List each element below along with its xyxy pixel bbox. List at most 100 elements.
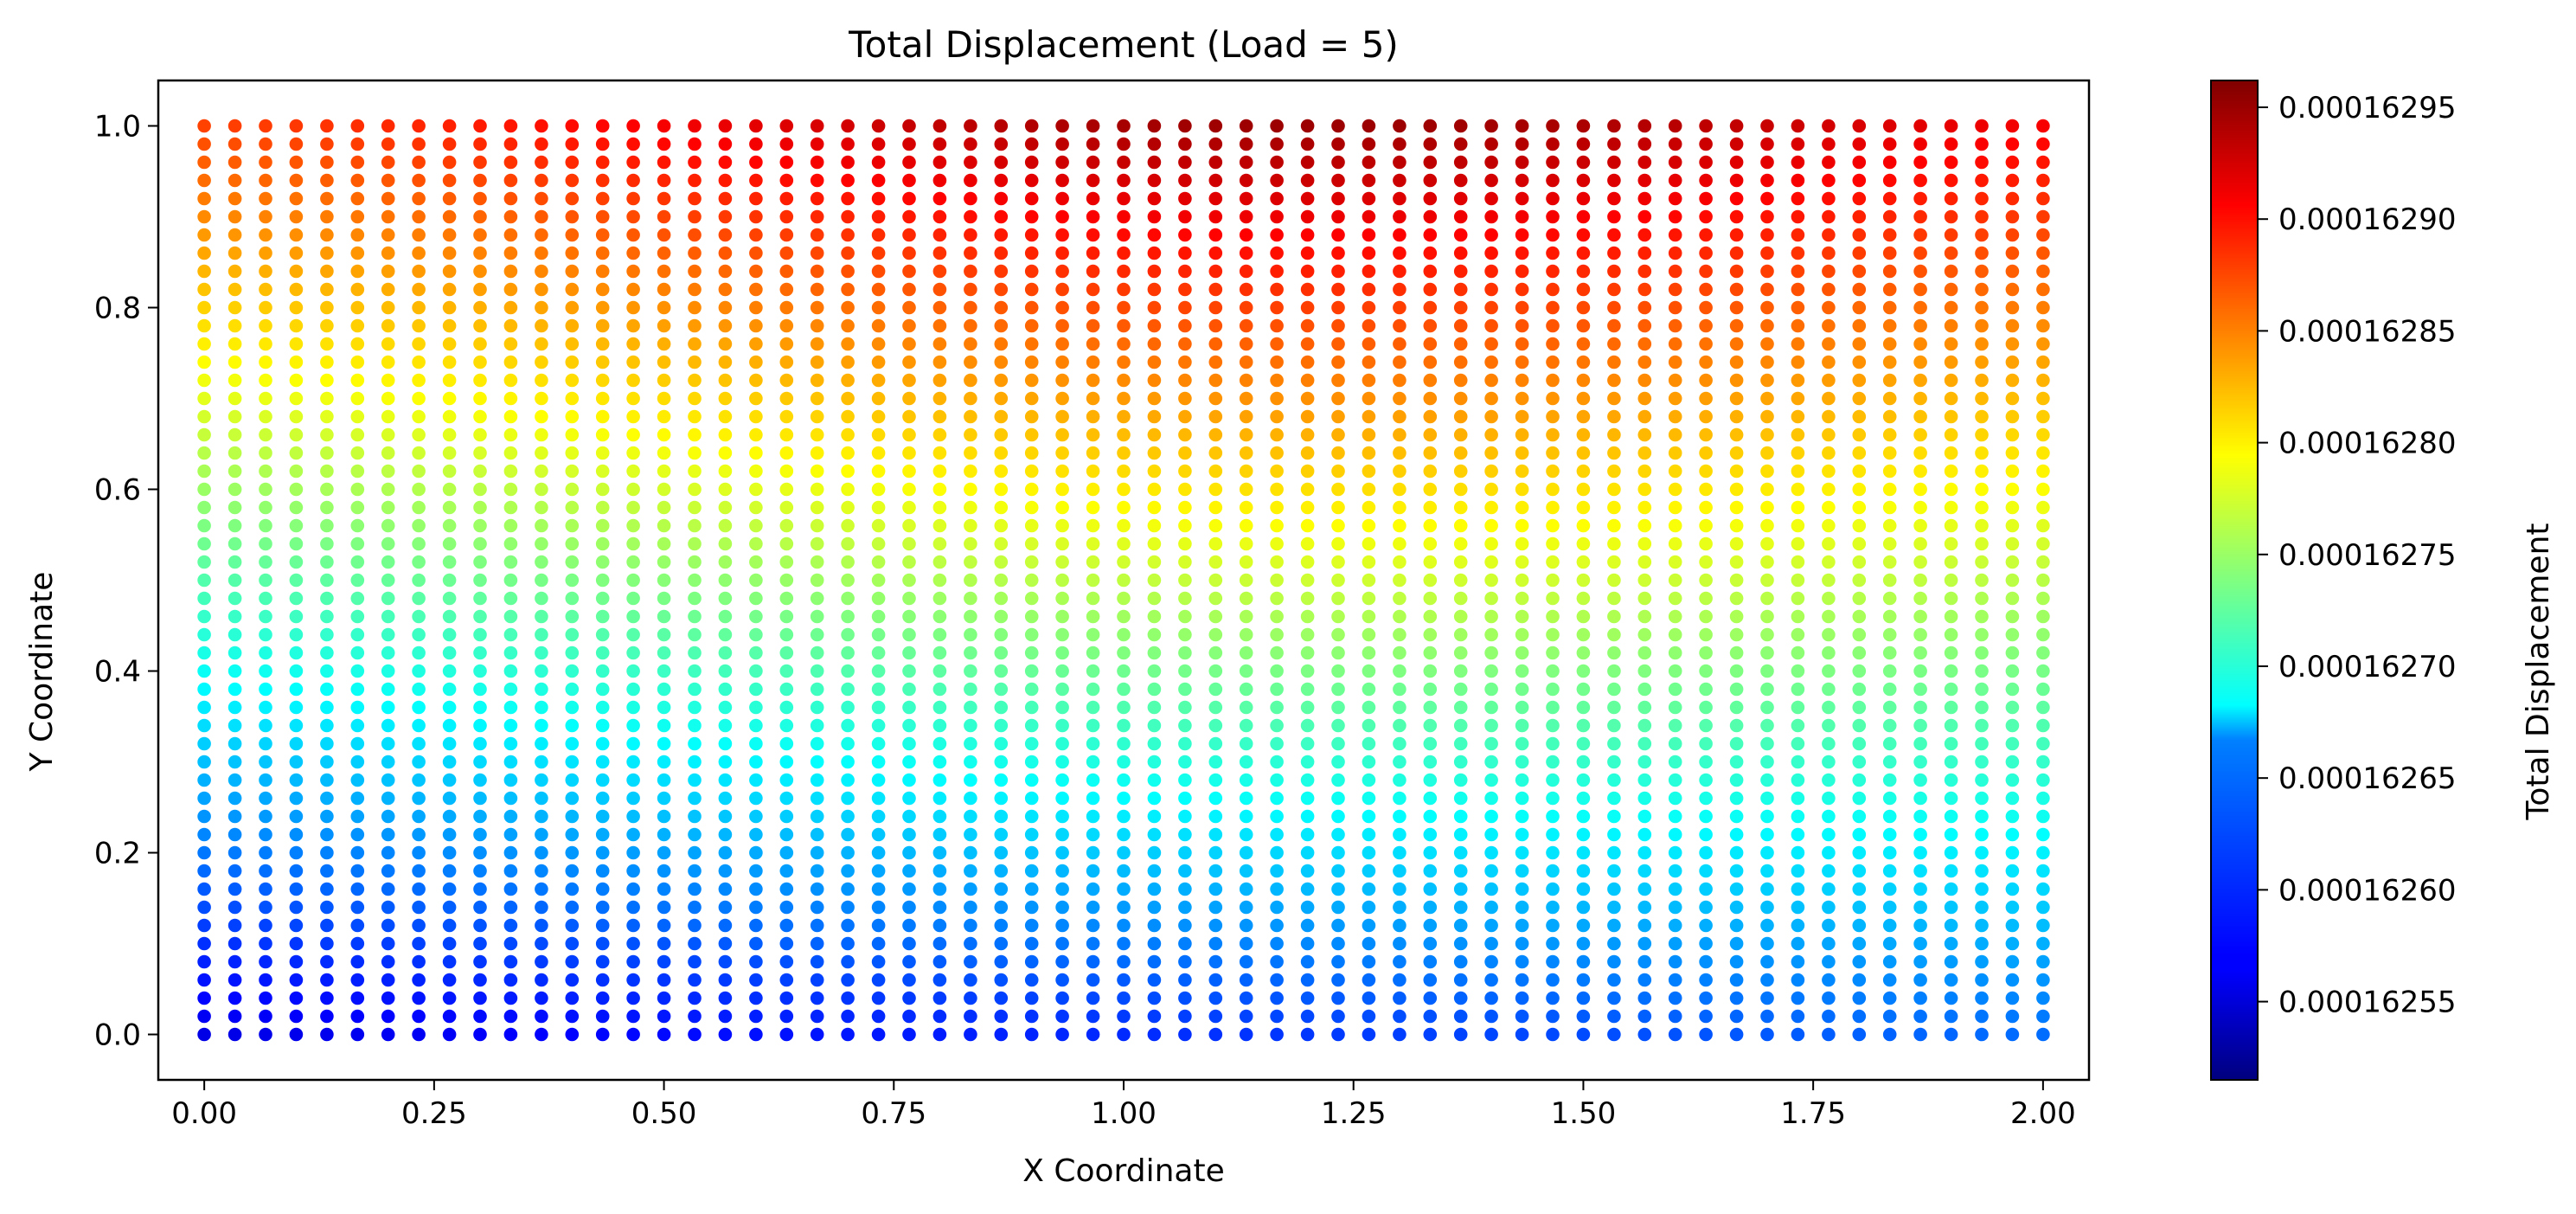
scatter-point bbox=[1944, 646, 1958, 660]
scatter-point bbox=[749, 246, 763, 260]
scatter-point bbox=[1331, 991, 1345, 1005]
scatter-point bbox=[1362, 355, 1376, 369]
y-tick-label: 0.4 bbox=[94, 655, 141, 690]
scatter-point bbox=[595, 500, 610, 515]
scatter-point bbox=[197, 209, 211, 224]
scatter-point bbox=[1576, 773, 1591, 787]
scatter-point bbox=[1208, 791, 1223, 806]
scatter-point bbox=[1882, 591, 1897, 606]
scatter-point bbox=[1300, 845, 1315, 860]
scatter-point bbox=[535, 773, 548, 787]
scatter-point bbox=[595, 1027, 610, 1042]
scatter-point bbox=[1178, 900, 1192, 915]
scatter-point bbox=[1791, 155, 1805, 170]
scatter-point bbox=[1178, 391, 1192, 406]
scatter-point bbox=[535, 482, 548, 497]
scatter-point bbox=[1239, 246, 1253, 260]
scatter-point bbox=[1484, 228, 1498, 242]
scatter-point bbox=[1331, 119, 1345, 133]
scatter-point bbox=[535, 900, 548, 915]
scatter-point bbox=[994, 573, 1009, 588]
scatter-point bbox=[1086, 300, 1100, 315]
scatter-point bbox=[227, 755, 242, 769]
scatter-point bbox=[749, 500, 763, 515]
scatter-point bbox=[503, 882, 518, 896]
scatter-point bbox=[259, 228, 272, 242]
scatter-point bbox=[289, 155, 304, 170]
scatter-point bbox=[442, 1009, 457, 1024]
scatter-point bbox=[412, 954, 426, 969]
scatter-point bbox=[1331, 682, 1345, 697]
scatter-point bbox=[1331, 900, 1345, 915]
scatter-point bbox=[1239, 736, 1253, 751]
scatter-point bbox=[1791, 1027, 1805, 1042]
scatter-point bbox=[1576, 555, 1591, 569]
scatter-point bbox=[412, 155, 426, 170]
scatter-point bbox=[1147, 482, 1162, 497]
scatter-point bbox=[1944, 954, 1958, 969]
scatter-point bbox=[1393, 682, 1407, 697]
scatter-point bbox=[1760, 591, 1774, 606]
scatter-point bbox=[2036, 391, 2050, 406]
scatter-point bbox=[350, 191, 365, 206]
scatter-point bbox=[1882, 300, 1897, 315]
scatter-point bbox=[1300, 409, 1315, 424]
scatter-point bbox=[289, 500, 304, 515]
scatter-point bbox=[1882, 119, 1897, 133]
scatter-point bbox=[320, 228, 334, 242]
scatter-point bbox=[1729, 373, 1744, 388]
scatter-point bbox=[1546, 518, 1560, 533]
chart-title: Total Displacement (Load = 5) bbox=[848, 23, 1399, 66]
scatter-point bbox=[1852, 427, 1867, 442]
scatter-point bbox=[197, 500, 211, 515]
scatter-point bbox=[657, 900, 671, 915]
scatter-point bbox=[1362, 446, 1376, 460]
scatter-point bbox=[1147, 446, 1162, 460]
scatter-point bbox=[626, 337, 640, 351]
scatter-point bbox=[1484, 864, 1498, 878]
scatter-point bbox=[1668, 882, 1682, 896]
scatter-point bbox=[902, 755, 916, 769]
scatter-point bbox=[289, 609, 304, 624]
scatter-point bbox=[871, 518, 886, 533]
scatter-point bbox=[473, 936, 487, 951]
scatter-point bbox=[1546, 173, 1560, 188]
scatter-point bbox=[381, 718, 395, 733]
scatter-point bbox=[718, 228, 733, 242]
scatter-point bbox=[1515, 682, 1529, 697]
scatter-point bbox=[2036, 646, 2050, 660]
scatter-point bbox=[994, 518, 1009, 533]
scatter-point bbox=[1791, 918, 1805, 933]
scatter-point bbox=[595, 791, 610, 806]
scatter-point bbox=[1975, 700, 1989, 715]
scatter-point bbox=[1024, 573, 1039, 588]
scatter-point bbox=[259, 318, 272, 333]
scatter-point bbox=[197, 373, 211, 388]
scatter-point bbox=[1300, 936, 1315, 951]
scatter-point bbox=[1944, 718, 1958, 733]
scatter-point bbox=[626, 573, 640, 588]
scatter-point bbox=[2036, 718, 2050, 733]
scatter-point bbox=[1944, 391, 1958, 406]
scatter-point bbox=[1546, 500, 1560, 515]
scatter-point bbox=[1300, 1027, 1315, 1042]
scatter-point bbox=[227, 536, 242, 551]
scatter-point bbox=[381, 446, 395, 460]
scatter-point bbox=[1668, 300, 1682, 315]
scatter-point bbox=[779, 246, 794, 260]
scatter-point bbox=[871, 555, 886, 569]
scatter-point bbox=[1300, 573, 1315, 588]
scatter-point bbox=[688, 791, 702, 806]
scatter-point bbox=[320, 155, 334, 170]
scatter-point bbox=[565, 954, 580, 969]
scatter-point bbox=[289, 991, 304, 1005]
scatter-point bbox=[1147, 264, 1162, 279]
scatter-point bbox=[2036, 809, 2050, 824]
scatter-point bbox=[1852, 355, 1867, 369]
scatter-point bbox=[350, 536, 365, 551]
scatter-point bbox=[1729, 609, 1744, 624]
scatter-point bbox=[535, 464, 548, 479]
scatter-point bbox=[565, 119, 580, 133]
scatter-point bbox=[2005, 337, 2020, 351]
scatter-point bbox=[1607, 482, 1621, 497]
